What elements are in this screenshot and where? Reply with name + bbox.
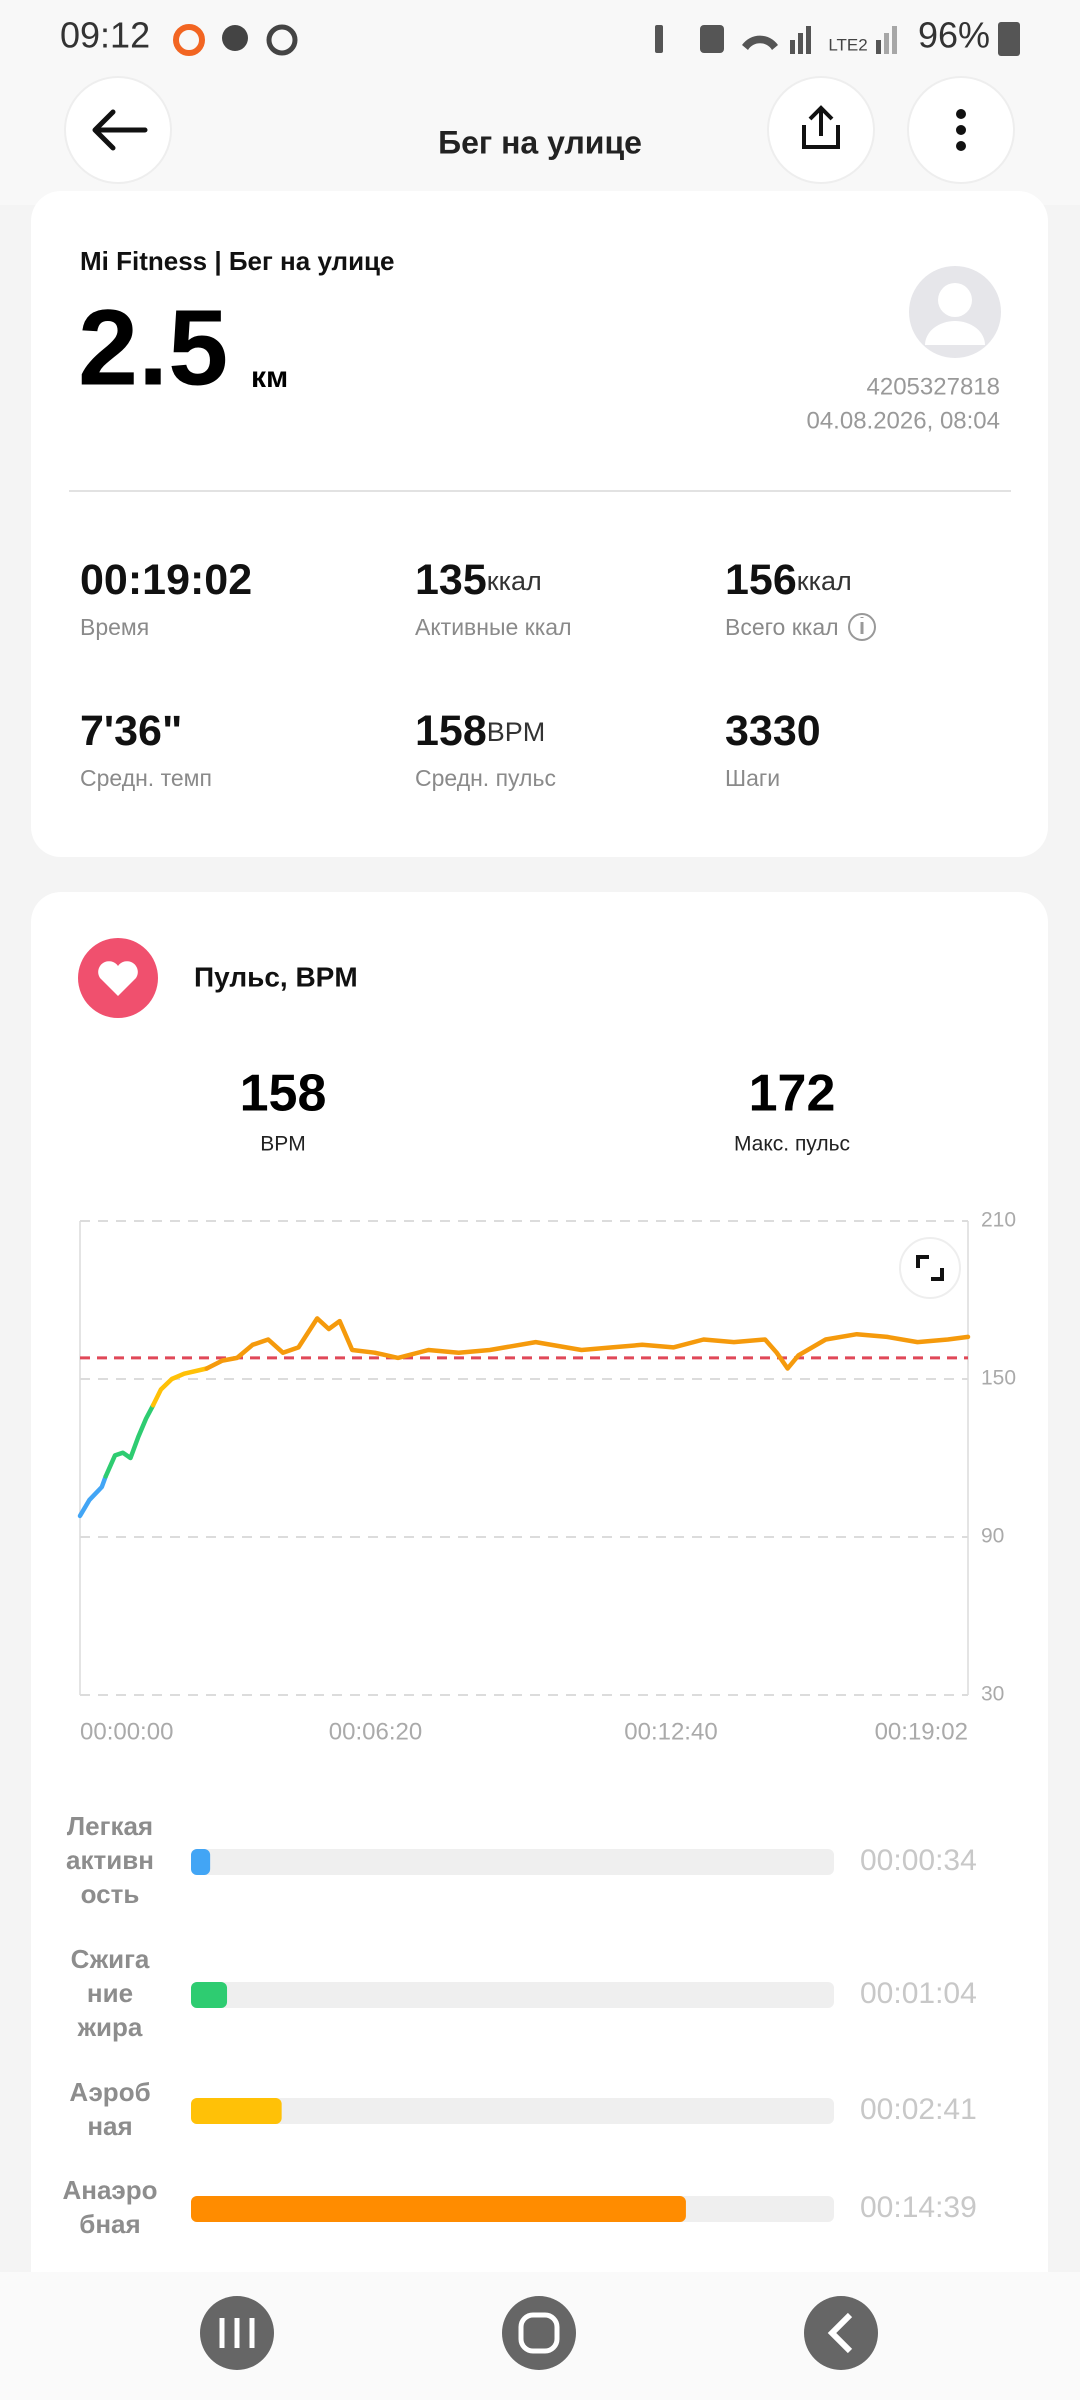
stat-value: 135ккал bbox=[415, 556, 542, 604]
heart-rate-chart: 30 90 150 210 00:00:00 00:06:20 00:12:40 00:19:… bbox=[77, 1209, 1016, 1745]
network-label: LTE2 bbox=[828, 35, 867, 54]
stat-number: 158 bbox=[415, 707, 487, 755]
y-tick-label: 90 bbox=[981, 1525, 1004, 1548]
stat-label: Средн. темп bbox=[80, 765, 212, 791]
zone-label: Аэроб bbox=[69, 2077, 150, 2107]
zone-duration: 00:14:39 bbox=[860, 2191, 977, 2224]
zone-track bbox=[191, 2098, 834, 2124]
expand-icon bbox=[916, 1255, 944, 1281]
zone-label: ние bbox=[87, 1978, 133, 2008]
stat-value: 156ккал bbox=[725, 556, 852, 604]
zone-track bbox=[191, 1849, 834, 1875]
stat-label: Активные ккал bbox=[415, 614, 572, 640]
stat-number: 7'36" bbox=[80, 707, 182, 755]
heart-rate-line bbox=[204, 1316, 971, 1371]
back-icon bbox=[92, 109, 148, 151]
stat-number: 3330 bbox=[725, 707, 821, 755]
zone-duration: 00:00:34 bbox=[860, 1844, 977, 1877]
menu-icon bbox=[956, 109, 966, 151]
stat-label: Шаги bbox=[725, 765, 780, 791]
zone-label: активн bbox=[66, 1845, 154, 1875]
zone-bar bbox=[191, 2098, 282, 2124]
stat-unit: BPM bbox=[487, 717, 546, 747]
y-tick-label: 30 bbox=[981, 1683, 1004, 1706]
stat-number: 156 bbox=[725, 556, 797, 604]
max-heart-rate-label: Макс. пульс bbox=[734, 1133, 850, 1156]
distance-unit: км bbox=[251, 361, 288, 394]
avatar-body bbox=[925, 321, 985, 345]
stat-label: Время bbox=[80, 614, 149, 640]
heart-rate-line bbox=[103, 1403, 156, 1479]
battery-text: 96% bbox=[918, 15, 990, 56]
zone-bar bbox=[191, 2196, 686, 2222]
expand-button[interactable] bbox=[899, 1237, 961, 1299]
summary-card bbox=[31, 191, 1048, 857]
page-title: Бег на улице bbox=[438, 124, 642, 160]
heart-rate-line bbox=[150, 1366, 209, 1408]
stat-unit: ккал bbox=[487, 566, 542, 596]
chart-title: Пульс, BPM bbox=[194, 961, 358, 992]
user-id: 4205327818 bbox=[867, 373, 1000, 400]
zones: Легкая активн ость 00:00:34 Сжига ние жира 00:0… bbox=[62, 1811, 976, 2239]
heart-card bbox=[31, 892, 1048, 2352]
share-icon bbox=[802, 105, 840, 149]
zone-label: ная bbox=[87, 2111, 132, 2141]
stat-value: 00:19:02 bbox=[80, 556, 252, 604]
stat-label: Средн. пульс bbox=[415, 765, 556, 791]
distance: 2.5 bbox=[78, 287, 228, 408]
zone-track bbox=[191, 1982, 834, 2008]
stat-value: 3330 bbox=[725, 707, 821, 755]
zone-label: бная bbox=[79, 2209, 140, 2239]
avg-heart-rate-label: BPM bbox=[260, 1133, 306, 1156]
stat-label: Всего ккал bbox=[725, 614, 839, 640]
stat-value: 7'36" bbox=[80, 707, 182, 755]
stat-unit: ккал bbox=[797, 566, 852, 596]
zone-label: ость bbox=[81, 1879, 140, 1909]
zone-label: жира bbox=[77, 2012, 143, 2042]
heart-icon bbox=[98, 961, 138, 996]
status-icon bbox=[222, 25, 248, 51]
zone-duration: 00:02:41 bbox=[860, 2093, 977, 2126]
avatar-head bbox=[938, 283, 972, 317]
status-icons bbox=[655, 22, 1020, 56]
x-tick-label: 00:12:40 bbox=[624, 1718, 717, 1745]
avg-heart-rate: 158 bbox=[240, 1065, 327, 1123]
x-tick-label: 00:00:00 bbox=[80, 1718, 173, 1745]
y-tick-label: 150 bbox=[981, 1367, 1016, 1390]
zone-duration: 00:01:04 bbox=[860, 1977, 977, 2010]
home-icon bbox=[518, 2312, 560, 2354]
zone-label: Сжига bbox=[71, 1944, 150, 1974]
zone-bar bbox=[191, 1982, 228, 2008]
stat-number: 00:19:02 bbox=[80, 556, 252, 604]
zone-label: Анаэро bbox=[62, 2175, 157, 2205]
recents-icon bbox=[219, 2318, 255, 2348]
status-time: 09:12 bbox=[60, 15, 150, 56]
zone-bar bbox=[191, 1849, 211, 1875]
stat-value: 158BPM bbox=[415, 707, 545, 755]
workout-source: Mi Fitness | Бег на улице bbox=[80, 246, 395, 276]
max-heart-rate: 172 bbox=[749, 1065, 836, 1123]
zone-label: Легкая bbox=[67, 1811, 153, 1841]
status-icon bbox=[266, 24, 298, 56]
status-icon bbox=[173, 24, 205, 56]
x-tick-label: 00:06:20 bbox=[329, 1718, 422, 1745]
heart-rate-line bbox=[77, 1474, 108, 1519]
y-tick-label: 210 bbox=[981, 1209, 1016, 1232]
x-tick-label: 00:19:02 bbox=[875, 1718, 968, 1745]
stat-number: 135 bbox=[415, 556, 487, 604]
back-nav-button[interactable] bbox=[804, 2296, 878, 2370]
home-button[interactable] bbox=[502, 2296, 576, 2370]
back-nav-icon bbox=[827, 2312, 853, 2354]
workout-datetime: 04.08.2026, 08:04 bbox=[806, 407, 1000, 434]
info-icon[interactable] bbox=[848, 613, 876, 641]
